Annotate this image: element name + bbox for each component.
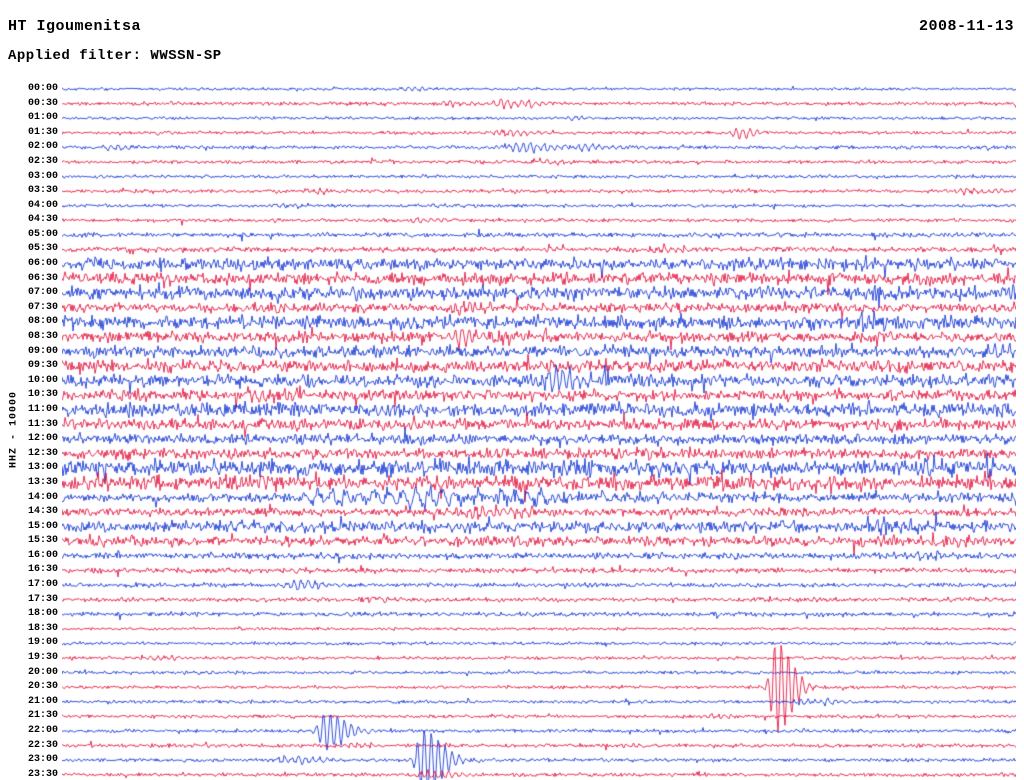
trace-time-label: 19:00: [27, 637, 58, 649]
trace-time-label: 10:30: [27, 389, 58, 401]
trace-time-label: 01:30: [27, 126, 58, 138]
trace-time-label: 19:30: [27, 652, 58, 663]
trace-time-label: 04:30: [27, 214, 58, 226]
trace-time-label: 05:30: [27, 243, 58, 255]
trace-time-label: 17:00: [27, 579, 58, 591]
trace-time-label: 16:00: [27, 549, 58, 561]
trace-time-label: 21:00: [27, 695, 58, 707]
station-title: HT Igoumenitsa: [8, 18, 142, 35]
trace-time-label: 03:30: [27, 185, 58, 197]
trace-time-label: 18:30: [27, 622, 58, 634]
plot-date: 2008-11-13: [918, 18, 1014, 35]
trace-time-label: 14:30: [27, 506, 58, 518]
trace-time-label: 15:30: [27, 535, 58, 547]
trace-time-label: 13:00: [27, 462, 58, 474]
trace-time-label: 09:00: [27, 345, 58, 357]
trace-time-label: 20:30: [27, 681, 58, 693]
trace-time-label: 12:00: [27, 433, 58, 445]
trace-time-label: 15:00: [27, 520, 58, 532]
trace-time-label: 14:00: [27, 491, 58, 503]
trace-time-label: 08:30: [27, 331, 58, 343]
trace-time-label: 21:30: [27, 710, 58, 722]
trace-time-label: 00:30: [27, 97, 58, 109]
trace-time-label: 09:30: [27, 360, 58, 372]
trace-time-label: 17:30: [27, 593, 58, 605]
trace-time-label: 03:00: [27, 170, 58, 182]
trace-time-label: 13:30: [27, 476, 58, 488]
trace-time-label: 20:00: [27, 666, 58, 678]
trace-time-label: 01:00: [27, 112, 58, 124]
seismogram-canvas: [62, 80, 1016, 780]
trace-time-label: 02:30: [27, 155, 58, 167]
trace-time-label: 04:00: [27, 199, 58, 211]
trace-time-label: 06:30: [27, 272, 58, 284]
trace-time-label: 11:00: [27, 403, 58, 415]
trace-time-label: 22:00: [27, 724, 58, 736]
applied-filter-label: Applied filter: WWSSN-SP: [8, 48, 222, 64]
trace-time-label: 02:00: [27, 141, 58, 153]
trace-time-label: 07:00: [27, 287, 58, 299]
trace-time-label: 18:00: [27, 608, 58, 620]
trace-time-label: 06:00: [27, 258, 58, 270]
trace-time-label: 16:30: [27, 564, 58, 576]
trace-time-label: 23:00: [27, 754, 58, 766]
trace-time-label: 08:00: [27, 316, 58, 328]
trace-time-label: 05:00: [27, 228, 58, 240]
trace-time-label: 10:00: [27, 374, 58, 386]
trace-time-label: 23:30: [27, 768, 58, 780]
trace-time-label: 11:30: [27, 418, 58, 430]
trace-time-label: 00:00: [27, 83, 58, 94]
trace-time-label: 07:30: [27, 301, 58, 313]
trace-time-label: 22:30: [27, 739, 58, 751]
trace-time-label: 12:30: [27, 447, 58, 459]
channel-scale-label: HHZ - 10000: [8, 391, 20, 469]
